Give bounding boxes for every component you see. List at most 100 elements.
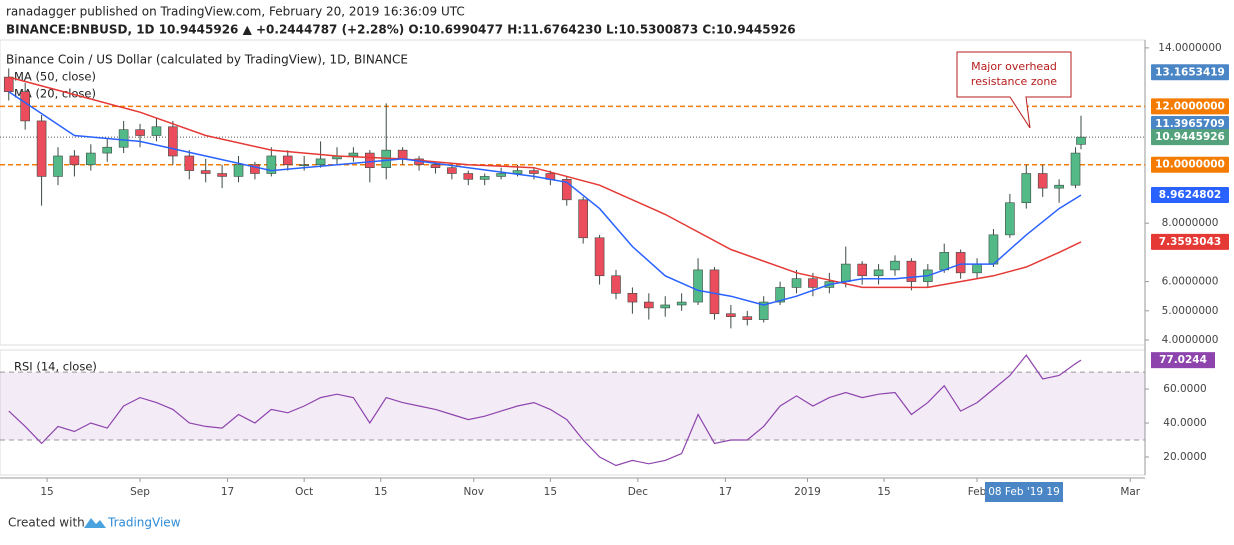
- price-label: 10.9445926: [1155, 131, 1225, 143]
- candle-body: [644, 301, 654, 309]
- ma-line: [8, 76, 1082, 289]
- price-label: 7.3593043: [1159, 236, 1221, 248]
- footer-prefix: Created with: [8, 516, 85, 530]
- candle-body: [184, 155, 195, 171]
- rsi-label: 77.0244: [1159, 354, 1207, 366]
- candle-body: [726, 313, 736, 317]
- candle-body: [890, 260, 900, 271]
- price-label-box: [1151, 64, 1229, 81]
- candle-body: [496, 173, 506, 177]
- candle-body: [250, 164, 260, 174]
- candle-body: [988, 234, 999, 265]
- y-tick-label: 14.0000000: [1158, 42, 1221, 54]
- candle-body: [742, 316, 753, 320]
- candle-body: [955, 252, 966, 274]
- x-tick-label: 15: [544, 486, 557, 498]
- ma-line: [8, 91, 1082, 306]
- candle-body: [397, 149, 408, 160]
- candle-body: [1070, 152, 1081, 186]
- candle-body: [315, 158, 326, 166]
- candle-body: [151, 126, 162, 136]
- candle-body: [348, 152, 359, 157]
- candle-body: [3, 76, 14, 93]
- candle-body: [233, 164, 244, 177]
- candle-body: [1076, 136, 1086, 145]
- y-tick-label: 8.0000000: [1162, 217, 1219, 229]
- candle-body: [1054, 184, 1064, 189]
- candle-body: [906, 260, 917, 282]
- candle-body: [1037, 173, 1048, 189]
- legend-entry: MA (50, close): [14, 70, 96, 84]
- candle-body: [266, 155, 277, 174]
- candle-body: [118, 129, 129, 148]
- candle-body: [857, 263, 867, 277]
- candle-body: [430, 164, 441, 168]
- publisher-line: ranadagger published on TradingView.com,…: [6, 5, 465, 19]
- candle-body: [660, 304, 671, 309]
- candle-body: [299, 164, 309, 167]
- x-tick-label: Oct: [295, 486, 313, 498]
- candle-body: [791, 278, 802, 288]
- candle-body: [282, 155, 293, 166]
- candle-body: [693, 269, 703, 303]
- x-tick-label: Sep: [130, 486, 150, 498]
- candle-body: [808, 278, 818, 288]
- candle-body: [873, 269, 884, 277]
- candle-body: [36, 120, 47, 177]
- x-tick-label: 15: [877, 486, 890, 498]
- candle-body: [86, 152, 96, 166]
- y-tick-label: 4.0000000: [1162, 334, 1219, 346]
- candle-body: [102, 146, 113, 154]
- candle-body: [775, 287, 785, 303]
- candle-body: [611, 275, 621, 294]
- price-label-box: [1151, 156, 1229, 173]
- candle-body: [135, 129, 145, 136]
- price-label: 11.3965709: [1155, 118, 1225, 130]
- price-label: 10.0000000: [1155, 159, 1225, 171]
- price-label-box: [1151, 233, 1229, 250]
- candle-body: [200, 170, 211, 174]
- x-tick-label: 17: [719, 486, 732, 498]
- footer-brand: TradingView: [107, 516, 181, 530]
- candle-body: [20, 91, 30, 122]
- y-tick-label: 60.0000: [1163, 383, 1206, 395]
- annotation-text: Major overhead: [971, 60, 1057, 73]
- x-tick-label: 2019: [794, 486, 821, 498]
- candle-body: [578, 199, 588, 239]
- price-label: 12.0000000: [1155, 100, 1225, 112]
- candle-body: [972, 263, 982, 274]
- rsi-band: [0, 372, 1145, 441]
- x-tick-label: 15: [40, 486, 53, 498]
- crosshair-label: 08 Feb '19 19: [988, 486, 1060, 498]
- candle-body: [463, 173, 474, 180]
- price-label-box: [1151, 115, 1229, 132]
- crosshair-box: [985, 482, 1063, 502]
- x-tick-label: Mar: [1120, 486, 1140, 498]
- chart-title: Binance Coin / US Dollar (calculated by …: [6, 53, 408, 67]
- annotation-text: resistance zone: [971, 75, 1057, 88]
- price-label-box: [1151, 98, 1229, 115]
- x-tick-label: Feb: [968, 486, 987, 498]
- candle-body: [676, 301, 687, 306]
- logo: [84, 518, 106, 528]
- candle-body: [217, 173, 227, 177]
- x-tick-label: Nov: [464, 486, 485, 498]
- rsi-label-box: [1151, 352, 1215, 369]
- candle-body: [447, 167, 457, 174]
- candle-body: [53, 155, 63, 177]
- annotation-callout: [956, 51, 1072, 129]
- x-tick-label: 17: [221, 486, 234, 498]
- candle-body: [627, 292, 638, 303]
- price-label-box: [1151, 129, 1229, 146]
- price-label: 8.9624802: [1159, 189, 1221, 201]
- y-tick-label: 40.0000: [1163, 417, 1206, 429]
- price-label-box: [1151, 187, 1229, 204]
- candle-body: [561, 179, 572, 201]
- candle-body: [529, 170, 539, 174]
- candle-body: [69, 155, 80, 166]
- candle-body: [709, 269, 720, 315]
- x-tick-label: 15: [374, 486, 387, 498]
- x-tick-label: Dec: [628, 486, 649, 498]
- legend-entry: MA (20, close): [14, 87, 96, 101]
